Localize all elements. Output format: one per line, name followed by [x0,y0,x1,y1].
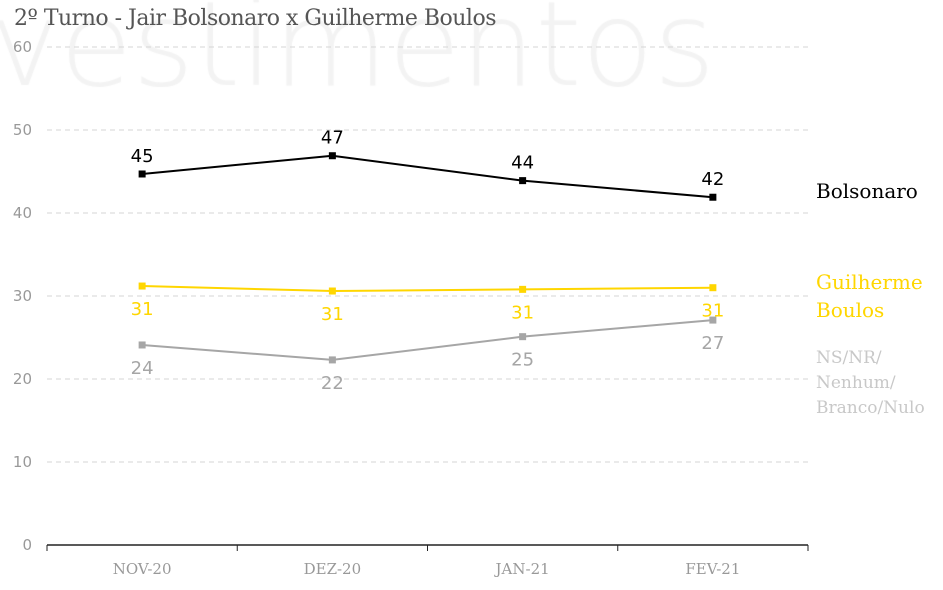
x-tick-label: JAN-21 [494,560,550,578]
x-tick-label: FEV-21 [685,560,740,578]
data-label: 25 [511,350,534,371]
data-label: 22 [321,373,344,394]
x-tick-label: NOV-20 [113,560,172,578]
y-tick-label: 0 [22,536,32,554]
data-label: 44 [511,153,534,174]
series-line [142,154,713,199]
data-label: 45 [131,146,154,167]
data-point [709,284,717,292]
y-tick-label: 50 [13,121,32,139]
legend-label: Guilherme [816,270,923,294]
series-line [142,285,713,293]
data-point [328,287,336,295]
y-tick-label: 60 [13,38,32,56]
data-point [519,333,527,341]
data-point [138,282,146,290]
data-label: 27 [701,333,724,354]
data-point [709,193,717,201]
legend-label: Nenhum/ [816,373,896,393]
data-label: 31 [321,304,344,325]
y-tick-label: 30 [13,287,32,305]
data-point [328,356,336,364]
legend-label: NS/NR/ [816,348,882,368]
data-label: 31 [131,299,154,320]
y-tick-label: 10 [13,453,32,471]
data-label: 24 [131,358,154,379]
legend-label: Boulos [816,298,884,322]
data-point [138,170,146,178]
data-point [519,177,527,185]
data-label: 42 [701,169,724,190]
data-point [519,285,527,293]
data-label: 31 [701,301,724,322]
legend-label: Bolsonaro [816,179,918,203]
y-tick-label: 20 [13,370,32,388]
x-tick-label: DEZ-20 [304,560,362,578]
data-point [328,152,336,160]
data-point [709,316,717,324]
y-tick-label: 40 [13,204,32,222]
series-line [142,319,713,361]
data-label: 47 [321,128,344,149]
legend-label: Branco/Nulo [816,398,925,418]
data-label: 31 [511,302,534,323]
chart-title: 2º Turno - Jair Bolsonaro x Guilherme Bo… [14,6,496,31]
data-point [138,341,146,349]
